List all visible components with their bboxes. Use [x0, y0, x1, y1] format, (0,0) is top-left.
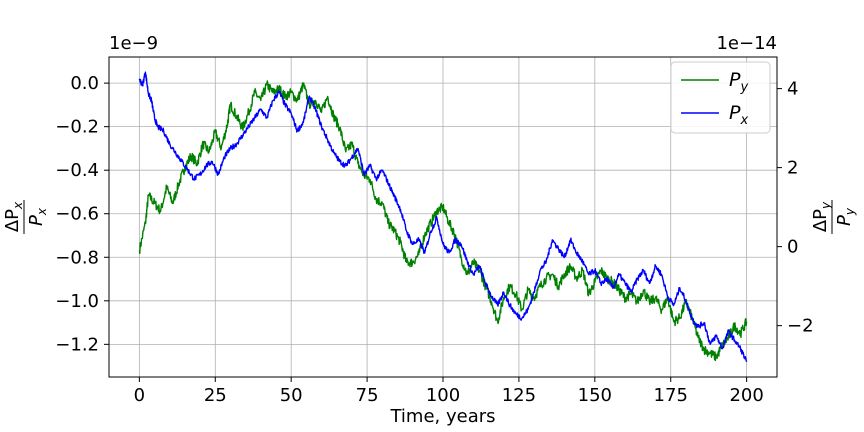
- y-title-denominator: Py: [834, 207, 857, 226]
- x-tick-label: 50: [280, 385, 303, 406]
- y-title-denominator: Px: [26, 207, 49, 226]
- right-y-tick-label: 2: [787, 158, 798, 179]
- y-title-numerator: ΔPx: [2, 201, 25, 232]
- x-tick-label: 150: [578, 385, 612, 406]
- series-layer: [138, 71, 748, 363]
- legend: Py Px: [670, 61, 771, 134]
- series-line-px: [138, 71, 748, 363]
- series-line-py: [138, 80, 748, 362]
- right-axis-offset-label: 1e−14: [716, 33, 777, 54]
- left-y-tick-label: −0.8: [55, 247, 99, 268]
- left-y-tick-label: −0.2: [55, 117, 99, 138]
- legend-label: Px: [729, 102, 748, 128]
- right-y-tick-label: −2: [787, 316, 814, 337]
- x-tick-label: 25: [204, 385, 227, 406]
- x-tick-label: 175: [654, 385, 688, 406]
- x-tick-label: 100: [426, 385, 460, 406]
- legend-box: [670, 61, 771, 134]
- right-y-tick-label: 0: [787, 237, 798, 258]
- x-axis: 0 25 50 75 100 125 150 175 200: [134, 377, 764, 406]
- left-y-tick-label: 0.0: [70, 73, 99, 94]
- left-y-tick-label: −0.4: [55, 160, 99, 181]
- left-y-tick-label: −1.2: [55, 334, 99, 355]
- right-y-axis: 4 2 0 −2: [777, 79, 814, 337]
- right-y-tick-label: 4: [787, 79, 798, 100]
- left-y-tick-label: −1.0: [55, 291, 99, 312]
- x-tick-label: 200: [729, 385, 763, 406]
- x-tick-label: 75: [356, 385, 379, 406]
- left-y-tick-label: −0.6: [55, 204, 99, 225]
- left-axis-offset-label: 1e−9: [109, 33, 158, 54]
- legend-label: Py: [729, 69, 748, 95]
- x-tick-label: 0: [134, 385, 145, 406]
- x-axis-title: Time, years: [389, 406, 495, 427]
- x-tick-label: 125: [502, 385, 536, 406]
- left-y-axis: 0.0 −0.2 −0.4 −0.6 −0.8 −1.0 −1.2: [55, 73, 109, 355]
- y-title-numerator: ΔPy: [810, 201, 833, 232]
